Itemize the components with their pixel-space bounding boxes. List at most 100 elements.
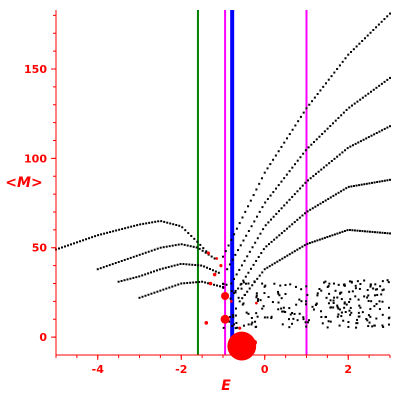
- data-point: [124, 227, 127, 230]
- data-point: [204, 281, 207, 284]
- data-point: [141, 295, 144, 298]
- data-point: [350, 280, 353, 283]
- data-point: [356, 318, 359, 321]
- data-point: [177, 243, 180, 246]
- data-point: [386, 15, 389, 18]
- data-point: [321, 133, 324, 136]
- data-point: [354, 284, 357, 287]
- data-point: [251, 321, 254, 324]
- data-point: [278, 294, 281, 297]
- data-point: [373, 133, 376, 136]
- data-point: [336, 232, 339, 235]
- data-point: [227, 244, 230, 247]
- data-point: [343, 302, 346, 305]
- data-point: [275, 212, 278, 215]
- data-point: [316, 204, 319, 207]
- data-point: [281, 310, 284, 313]
- data-point: [352, 48, 355, 51]
- data-point: [152, 270, 155, 273]
- data-point: [336, 155, 339, 158]
- data-point: [340, 190, 343, 193]
- data-point: [370, 134, 373, 137]
- data-point: [311, 305, 314, 308]
- data-point: [187, 232, 190, 235]
- data-point: [320, 289, 323, 292]
- data-point: [296, 319, 299, 322]
- data-point: [304, 303, 307, 306]
- data-point: [337, 307, 340, 310]
- data-point: [342, 319, 345, 322]
- data-point: [278, 259, 281, 262]
- data-point: [206, 266, 209, 269]
- data-point: [336, 67, 339, 70]
- data-point: [255, 188, 258, 191]
- data-point: [346, 229, 349, 232]
- data-point: [355, 45, 358, 48]
- data-point: [304, 149, 307, 152]
- data-point: [117, 280, 120, 283]
- data-point: [184, 229, 187, 232]
- y-tick-label: 0: [39, 331, 47, 344]
- data-point: [263, 285, 266, 288]
- data-point: [135, 276, 138, 279]
- y-axis-title: <M>: [5, 175, 42, 191]
- data-point: [386, 279, 389, 282]
- data-point: [288, 133, 291, 136]
- data-point: [273, 282, 276, 285]
- data-point: [249, 199, 252, 202]
- data-point: [311, 100, 314, 103]
- data-point: [162, 288, 165, 291]
- data-point: [94, 235, 97, 238]
- data-point: [148, 221, 151, 224]
- data-point: [102, 266, 105, 269]
- data-point: [367, 299, 370, 302]
- data-point: [387, 281, 390, 284]
- data-point: [276, 290, 279, 293]
- data-point: [270, 317, 273, 320]
- red-marker: [251, 339, 258, 346]
- data-point: [361, 311, 364, 314]
- data-point: [296, 190, 299, 193]
- data-point: [353, 102, 356, 105]
- data-point: [344, 57, 347, 60]
- data-point: [280, 207, 283, 210]
- data-point: [211, 269, 214, 272]
- data-point: [289, 283, 292, 286]
- data-point: [291, 312, 294, 315]
- data-point: [235, 273, 238, 276]
- data-point: [369, 307, 372, 310]
- data-point: [272, 215, 275, 218]
- data-point: [139, 223, 142, 226]
- data-point: [240, 264, 243, 267]
- data-point: [270, 218, 273, 221]
- data-point: [381, 313, 384, 316]
- data-point: [389, 178, 391, 181]
- data-point: [280, 232, 283, 235]
- data-point: [262, 248, 265, 251]
- data-point: [156, 247, 159, 250]
- data-point: [285, 201, 288, 204]
- data-point: [357, 141, 360, 144]
- data-point: [363, 279, 366, 282]
- data-point: [157, 220, 160, 223]
- data-point: [373, 305, 376, 308]
- data-point: [61, 246, 64, 249]
- data-point: [291, 195, 294, 198]
- data-point: [389, 12, 391, 15]
- data-point: [324, 199, 327, 202]
- data-point: [112, 230, 115, 233]
- data-point: [365, 318, 368, 321]
- data-point: [329, 196, 332, 199]
- data-point: [196, 240, 199, 243]
- data-point: [199, 243, 202, 246]
- data-point: [261, 271, 264, 274]
- data-point: [242, 239, 245, 242]
- data-point: [338, 308, 341, 311]
- data-point: [189, 281, 192, 284]
- data-point: [198, 247, 201, 250]
- data-point: [185, 263, 188, 266]
- data-point: [329, 306, 332, 309]
- data-point: [264, 201, 267, 204]
- data-point: [284, 310, 287, 313]
